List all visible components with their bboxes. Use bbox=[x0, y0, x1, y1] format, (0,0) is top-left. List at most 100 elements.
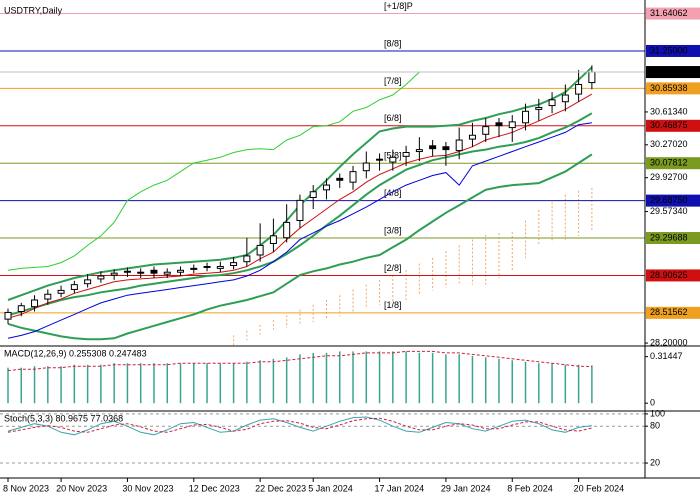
candle-body bbox=[429, 145, 437, 150]
y-tick-label: 100 bbox=[650, 408, 665, 418]
x-tick-label: 5 Jan 2024 bbox=[308, 483, 353, 493]
y-tick-label: 28.20000 bbox=[650, 337, 688, 347]
candle-body bbox=[230, 262, 238, 267]
level-price-label: 30.46875 bbox=[650, 120, 688, 130]
candle-body bbox=[349, 171, 357, 183]
candle-body bbox=[17, 305, 25, 312]
candle-body bbox=[522, 110, 530, 124]
x-tick-label: 17 Jan 2024 bbox=[375, 483, 425, 493]
candle-body bbox=[535, 106, 543, 110]
candle-body bbox=[442, 146, 450, 151]
candle-body bbox=[389, 156, 397, 163]
y-tick-label: 29.57340 bbox=[650, 206, 688, 216]
plot-area: [+1/8]P[8/8][7/8][6/8][5/8][4/8][3/8][2/… bbox=[0, 1, 645, 464]
candle-body bbox=[309, 191, 317, 199]
level-price-label: 30.85938 bbox=[650, 83, 688, 93]
level-price-label: 31.64062 bbox=[650, 8, 688, 18]
candle-body bbox=[495, 122, 503, 127]
candle-body bbox=[123, 270, 131, 273]
candle-body bbox=[508, 121, 516, 129]
level-price-box bbox=[646, 82, 700, 95]
candle-body bbox=[322, 184, 330, 191]
candle-body bbox=[203, 265, 211, 268]
candle-body bbox=[4, 311, 12, 320]
candle-body bbox=[296, 199, 304, 221]
candle-body bbox=[561, 94, 569, 103]
indicator-line bbox=[7, 350, 592, 372]
level-name: [8/8] bbox=[384, 38, 402, 48]
x-tick-label: 22 Dec 2023 bbox=[255, 483, 306, 493]
candle-body bbox=[84, 279, 92, 285]
candle-body bbox=[575, 83, 583, 95]
x-tick-label: 20 Feb 2024 bbox=[574, 483, 625, 493]
candle-body bbox=[243, 255, 251, 263]
level-price-box bbox=[646, 194, 700, 207]
y-tick-label: 0 bbox=[650, 398, 655, 408]
candle-body bbox=[110, 272, 118, 276]
candle-body bbox=[415, 149, 423, 153]
level-name: [1/8] bbox=[384, 300, 402, 310]
y-tick-label: 30.61340 bbox=[650, 106, 688, 116]
candle-body bbox=[150, 269, 158, 274]
candle-body bbox=[57, 289, 65, 294]
candle-body bbox=[402, 151, 410, 157]
y-tick-label: 0.31447 bbox=[650, 351, 683, 361]
x-tick-label: 8 Nov 2023 bbox=[3, 483, 49, 493]
candle-body bbox=[31, 299, 39, 308]
candle-body bbox=[548, 99, 556, 107]
indicator-line bbox=[7, 71, 420, 271]
y-tick-label: 20 bbox=[650, 457, 660, 467]
level-name: [3/8] bbox=[384, 225, 402, 235]
level-price-label: 28.51562 bbox=[650, 307, 688, 317]
indicator-line bbox=[7, 153, 593, 341]
level-price-label: 29.68750 bbox=[650, 195, 688, 205]
candle-body bbox=[44, 293, 52, 300]
candle-body bbox=[482, 126, 490, 135]
level-price-box bbox=[646, 44, 700, 57]
x-tick-label: 8 Feb 2024 bbox=[507, 483, 553, 493]
level-price-box bbox=[646, 7, 700, 20]
candle-body bbox=[256, 244, 264, 256]
candle-body bbox=[216, 265, 224, 269]
candle-body bbox=[137, 271, 145, 274]
indicator-line bbox=[7, 112, 593, 317]
level-price-label: 30.07812 bbox=[650, 158, 688, 168]
y-tick-label: 80 bbox=[650, 421, 660, 431]
level-price-box bbox=[646, 269, 700, 282]
candle-body bbox=[455, 139, 463, 152]
candle-body bbox=[163, 271, 171, 275]
candle-body bbox=[269, 235, 277, 244]
x-tick-label: 12 Dec 2023 bbox=[189, 483, 240, 493]
candle-body bbox=[376, 158, 384, 161]
x-tick-label: 30 Nov 2023 bbox=[122, 483, 173, 493]
level-name: [4/8] bbox=[384, 188, 402, 198]
candle-body bbox=[468, 134, 476, 140]
candle-body bbox=[283, 221, 291, 239]
candle-body bbox=[70, 284, 78, 290]
y-tick-label: 30.27020 bbox=[650, 139, 688, 149]
candle-body bbox=[177, 269, 185, 273]
level-price-label: 31.25000 bbox=[650, 45, 688, 55]
candle-body bbox=[97, 275, 105, 280]
current-price-box bbox=[646, 66, 700, 79]
indicator-line bbox=[7, 416, 592, 436]
panel-title: Stoch(5,3,3) 80.9675 77.0368 bbox=[4, 413, 123, 423]
candle-body bbox=[588, 71, 596, 84]
panel-title: USDTRY,Daily bbox=[4, 5, 63, 15]
panel-title: MACD(12,26,9) 0.255308 0.247483 bbox=[4, 348, 147, 358]
level-price-box bbox=[646, 157, 700, 170]
indicator-line bbox=[7, 122, 592, 339]
candle-body bbox=[336, 177, 344, 181]
level-price-box bbox=[646, 306, 700, 319]
current-price-label: 31.02992 bbox=[650, 66, 688, 76]
level-name: [7/8] bbox=[384, 76, 402, 86]
level-price-label: 29.29688 bbox=[650, 232, 688, 242]
level-price-box bbox=[646, 119, 700, 132]
level-name: [6/8] bbox=[384, 113, 402, 123]
level-price-label: 28.90625 bbox=[650, 270, 688, 280]
level-name: [+1/8]P bbox=[384, 1, 413, 11]
candle-body bbox=[190, 267, 198, 270]
y-tick-label: 29.92700 bbox=[650, 172, 688, 182]
